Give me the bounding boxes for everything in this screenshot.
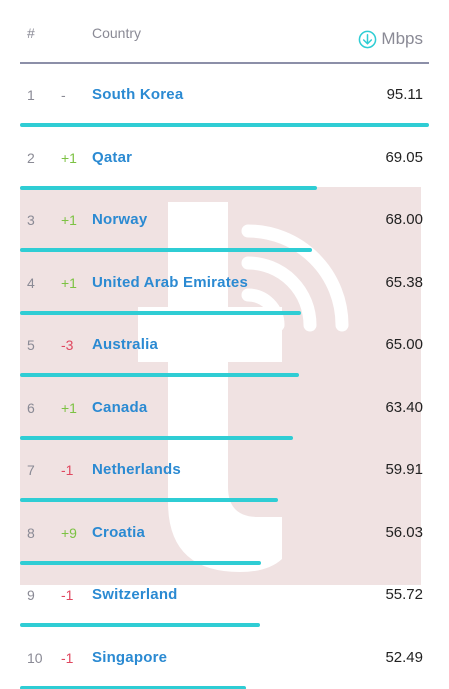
rank-number: 5 (27, 337, 35, 353)
rank-number: 4 (27, 274, 35, 291)
speed-bar (20, 435, 293, 440)
wifi-t-logo-icon (138, 202, 349, 572)
table-row[interactable]: 9 -1 Switzerland 55.72 (0, 564, 449, 627)
speed-bar (20, 310, 301, 315)
speed-bar (20, 498, 278, 502)
speed-bar (20, 248, 312, 252)
country-link[interactable]: Qatar (92, 148, 133, 166)
speed-bar (20, 623, 260, 627)
speed-value: 63.40 (385, 398, 423, 416)
table-row[interactable]: 4 +1 United Arab Emirates 65.38 (0, 252, 449, 315)
speed-value: 68.00 (385, 211, 423, 228)
country-link[interactable]: Canada (92, 398, 148, 416)
country-link[interactable]: Australia (92, 336, 158, 353)
speed-value: 65.00 (385, 336, 423, 353)
rank-number: 1 (27, 87, 35, 103)
country-column-header: Country (92, 25, 142, 41)
speed-bar (20, 685, 246, 689)
rank-change: -1 (61, 649, 74, 666)
rank-change: - (61, 87, 66, 103)
speed-bar (20, 373, 299, 377)
table-row[interactable]: 6 +1 Canada 63.40 (0, 377, 449, 440)
table-row[interactable]: 3 +1 Norway 68.00 (0, 189, 449, 252)
table-header: # Country Mbps (0, 0, 449, 64)
country-link[interactable]: United Arab Emirates (92, 273, 248, 291)
table-row[interactable]: 2 +1 Qatar 69.05 (0, 127, 449, 190)
country-link[interactable]: Croatia (92, 523, 146, 541)
speed-bar (20, 185, 317, 190)
speed-bar (20, 560, 261, 565)
speed-value: 69.05 (385, 148, 423, 166)
speed-bar (20, 123, 429, 127)
speed-column-header[interactable]: Mbps (358, 29, 423, 49)
rank-change: +1 (61, 274, 77, 291)
speed-value: 65.38 (385, 273, 423, 291)
country-link[interactable]: Norway (92, 211, 148, 228)
rank-number: 10 (27, 649, 43, 666)
country-link[interactable]: Netherlands (92, 461, 181, 478)
rank-change: -1 (61, 462, 74, 478)
country-link[interactable]: Singapore (92, 648, 168, 666)
rank-change: +1 (61, 399, 77, 416)
table-row[interactable]: 10 -1 Singapore 52.49 (0, 627, 449, 689)
rank-change: +9 (61, 524, 77, 541)
speed-value: 95.11 (386, 86, 423, 103)
speed-value: 59.91 (385, 461, 423, 478)
rank-column-header: # (27, 25, 35, 41)
rank-change: +1 (61, 212, 77, 228)
rank-number: 3 (27, 212, 35, 228)
country-link[interactable]: South Korea (92, 86, 184, 103)
rank-number: 6 (27, 399, 35, 416)
table-row[interactable]: 8 +9 Croatia 56.03 (0, 502, 449, 565)
rank-number: 2 (27, 149, 35, 166)
download-arrow-icon (359, 30, 377, 48)
rank-change: +1 (61, 149, 77, 166)
rank-number: 7 (27, 462, 35, 478)
table-row[interactable]: 7 -1 Netherlands 59.91 (0, 439, 449, 502)
watermark-logo (20, 187, 421, 585)
speed-unit-label: Mbps (381, 29, 423, 48)
speed-value: 56.03 (385, 523, 423, 541)
rank-change: -3 (61, 337, 74, 353)
speed-value: 52.49 (385, 648, 423, 666)
rank-change: -1 (61, 587, 74, 603)
rank-number: 8 (27, 524, 35, 541)
speed-value: 55.72 (385, 586, 423, 603)
rank-number: 9 (27, 587, 35, 603)
country-link[interactable]: Switzerland (92, 586, 178, 603)
header-divider (20, 62, 429, 64)
table-row[interactable]: 1 - South Korea 95.11 (0, 64, 449, 127)
table-row[interactable]: 5 -3 Australia 65.00 (0, 314, 449, 377)
